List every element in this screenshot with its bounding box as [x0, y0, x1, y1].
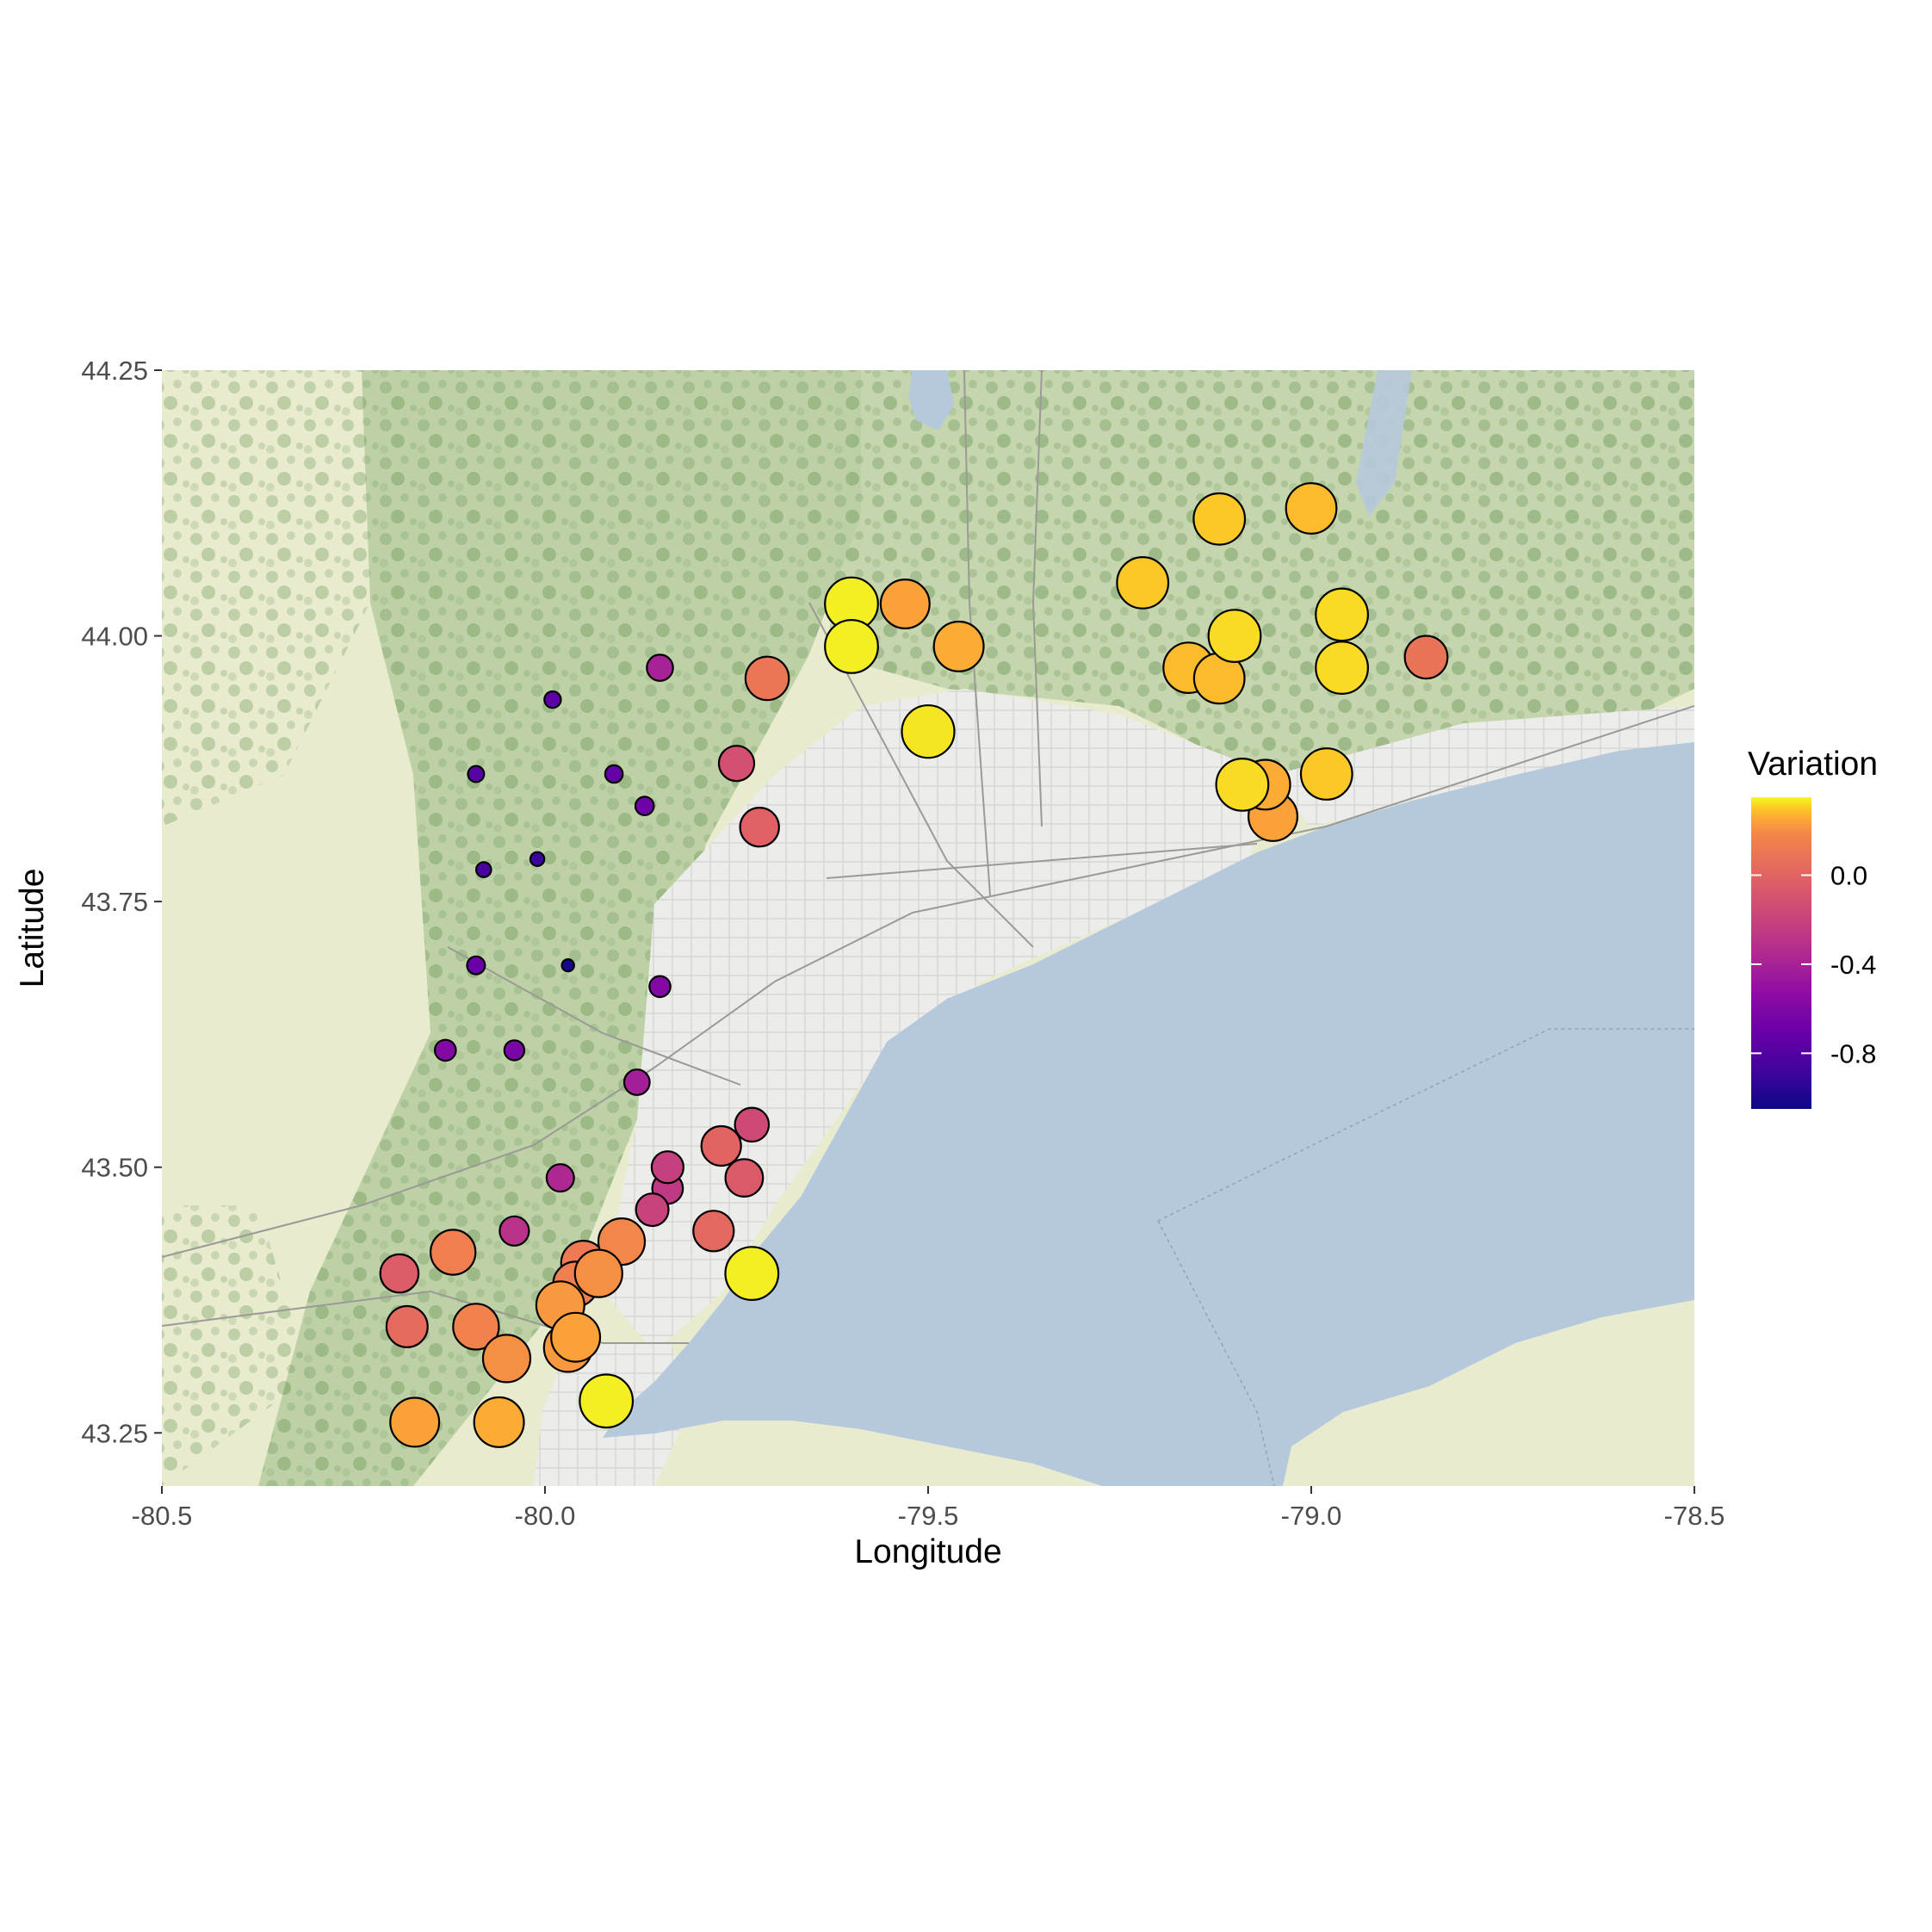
- data-point: [1315, 587, 1369, 642]
- data-point: [692, 1210, 735, 1253]
- data-point: [467, 765, 486, 783]
- x-tick-label: -79.0: [1281, 1501, 1342, 1531]
- x-tick-label: -78.5: [1664, 1501, 1725, 1531]
- x-tick-label: -80.0: [515, 1501, 576, 1531]
- y-tick-label: 44.25: [81, 356, 148, 386]
- data-point: [700, 1124, 742, 1167]
- data-point: [1215, 758, 1270, 812]
- data-point: [573, 1248, 623, 1298]
- data-point: [634, 796, 655, 816]
- data-point: [879, 578, 931, 629]
- data-point: [724, 1246, 780, 1301]
- data-point: [622, 1068, 651, 1096]
- legend-tick-label: -0.8: [1830, 1038, 1876, 1068]
- y-tick-label: 43.50: [81, 1153, 148, 1183]
- basemap-lake-simcoe: [908, 370, 954, 430]
- basemap-forest-west-texture: [258, 370, 861, 1486]
- data-point: [901, 704, 956, 759]
- data-point: [389, 1396, 441, 1448]
- data-points: [379, 482, 1449, 1448]
- data-point: [1315, 641, 1369, 695]
- data-point: [650, 1150, 685, 1185]
- basemap-forest-north-texture: [827, 370, 1694, 792]
- data-point: [734, 1106, 771, 1143]
- x-tick-label: -79.5: [898, 1501, 959, 1531]
- basemap-lake-scugog: [1356, 370, 1412, 517]
- data-point: [932, 620, 985, 672]
- y-axis: 43.25 43.50 43.75 44.00 44.25: [81, 356, 162, 1448]
- data-point: [473, 1396, 525, 1448]
- basemap: [162, 370, 1694, 1486]
- data-point: [379, 1253, 420, 1294]
- data-point: [739, 807, 780, 848]
- y-tick-label: 43.75: [81, 887, 148, 917]
- data-point: [545, 1163, 575, 1193]
- basemap-urban-oshawa: [1274, 706, 1694, 827]
- data-point: [646, 653, 674, 682]
- x-tick-label: -80.5: [132, 1501, 193, 1531]
- legend-tick-label: -0.4: [1830, 950, 1876, 980]
- legend-tick-label: 0.0: [1830, 861, 1867, 891]
- legend-ticks: 0.0 -0.4 -0.8: [1751, 861, 1876, 1068]
- basemap-forest-scatter: [162, 370, 370, 1486]
- basemap-border-line: [1157, 1028, 1694, 1486]
- data-point: [744, 655, 790, 702]
- data-point: [1403, 635, 1449, 680]
- data-point: [550, 1311, 602, 1363]
- basemap-roads: [162, 370, 1694, 1344]
- data-point: [1116, 556, 1170, 610]
- data-point: [1285, 482, 1338, 535]
- data-point: [579, 1373, 635, 1429]
- data-point: [503, 1039, 526, 1062]
- data-point: [604, 764, 624, 784]
- legend: Variation 0.0 -0.4 -0.8: [1748, 746, 1878, 1109]
- data-point: [560, 957, 575, 973]
- data-point: [724, 1158, 765, 1198]
- data-point: [452, 1303, 500, 1351]
- data-point: [1299, 747, 1353, 801]
- data-point: [1192, 492, 1247, 546]
- x-axis: -80.5 -80.0 -79.5 -79.0 -78.5: [132, 1486, 1725, 1531]
- y-axis-title: Latitude: [14, 869, 51, 988]
- basemap-urban-gta: [603, 689, 1274, 1352]
- data-point: [385, 1304, 429, 1348]
- data-point: [543, 690, 562, 709]
- data-point: [1207, 609, 1262, 663]
- legend-colorbar: [1751, 797, 1811, 1109]
- data-point: [648, 975, 672, 999]
- data-point: [635, 1192, 670, 1228]
- data-point: [824, 619, 879, 674]
- legend-title: Variation: [1748, 746, 1878, 783]
- y-tick-label: 44.00: [81, 622, 148, 652]
- x-axis-title: Longitude: [854, 1533, 1001, 1570]
- data-point: [430, 1229, 477, 1276]
- y-tick-label: 43.25: [81, 1418, 148, 1448]
- data-point: [529, 851, 546, 868]
- data-point: [466, 955, 486, 975]
- data-point: [481, 1334, 532, 1384]
- data-point: [498, 1215, 530, 1247]
- basemap-lake-ontario: [603, 742, 1694, 1486]
- data-point: [474, 861, 492, 878]
- data-point: [717, 745, 756, 783]
- data-point: [433, 1038, 457, 1062]
